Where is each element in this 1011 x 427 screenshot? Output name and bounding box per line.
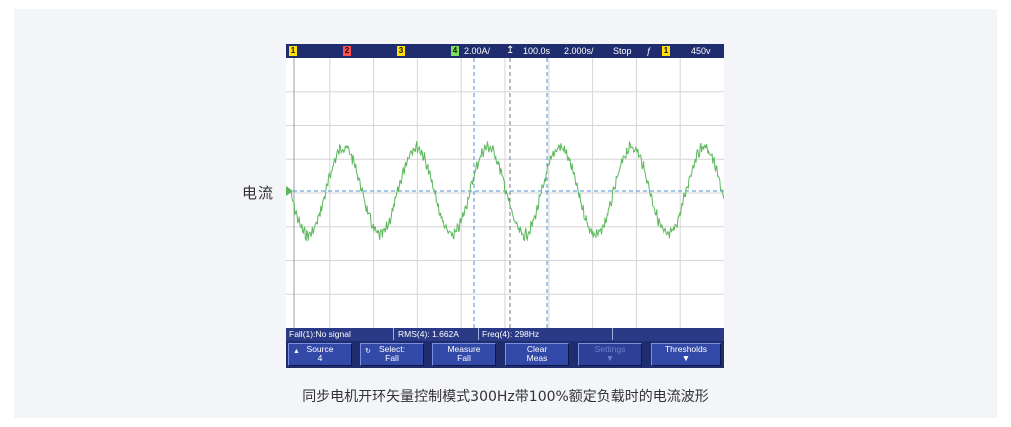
select-softkey[interactable]: ↻ Select: Fall	[360, 343, 424, 366]
measure-softkey-value: Fall	[457, 353, 471, 363]
thresholds-softkey-label: Thresholds	[664, 344, 708, 354]
channel-4-trace	[289, 141, 725, 242]
channel-2-indicator[interactable]: 2	[343, 46, 351, 56]
source-softkey[interactable]: ▲ Source 4	[288, 343, 352, 366]
settings-softkey-label: Settings	[594, 344, 626, 354]
trigger-marker-icon: ↥	[506, 45, 515, 56]
channel-4-indicator[interactable]: 4	[451, 46, 459, 56]
softkey-row: ▲ Source 4 ↻ Select: Fall Measure Fall C…	[286, 341, 724, 368]
channel-3-indicator[interactable]: 3	[397, 46, 405, 56]
up-arrow-icon: ▲	[293, 348, 300, 355]
ground-reference-marker	[286, 186, 293, 196]
select-softkey-value: Fall	[385, 353, 399, 363]
clear-meas-softkey[interactable]: Clear Meas	[505, 343, 569, 366]
measure-fall-softkey[interactable]: Measure Fall	[432, 343, 496, 366]
waveform-grid	[286, 58, 725, 328]
run-state: Stop	[613, 46, 632, 56]
grid-lines	[286, 58, 724, 328]
figure-caption: 同步电机开环矢量控制模式300Hz带100%额定负载时的电流波形	[302, 389, 709, 405]
delay-value: 100.0s	[523, 46, 551, 56]
freq-measurement: Freq(4): 298Hz	[482, 329, 540, 339]
thresholds-softkey[interactable]: Thresholds ▼	[651, 343, 721, 366]
down-arrow-icon: ▼	[681, 353, 691, 363]
trigger-edge-icon: ƒ	[646, 46, 652, 56]
entry-knob-icon: ↻	[365, 348, 371, 355]
settings-softkey: Settings ▼	[578, 343, 642, 366]
source-softkey-value: 4	[317, 353, 323, 363]
fall-measurement: Fall(1):No signal	[289, 329, 351, 339]
timebase-value: 2.000s/	[564, 46, 594, 56]
source-softkey-label: Source	[306, 344, 334, 354]
measurement-status-bar: Fall(1):No signal RMS(4): 1.662A Freq(4)…	[286, 328, 724, 341]
trigger-source: 1	[662, 46, 670, 56]
rms-measurement: RMS(4): 1.662A	[398, 329, 459, 339]
down-arrow-icon: ▼	[605, 353, 615, 363]
scope-top-bar: 1 2 3 4 2.00A/ ↥ 100.0s 2.000s/ Stop ƒ 1…	[286, 44, 724, 58]
measure-softkey-label: Measure	[447, 344, 481, 354]
ch4-scale: 2.00A/	[464, 46, 491, 56]
channel-1-indicator[interactable]: 1	[289, 46, 297, 56]
oscilloscope-screen: 1 2 3 4 2.00A/ ↥ 100.0s 2.000s/ Stop ƒ 1…	[286, 44, 725, 368]
current-label: 电流	[242, 184, 275, 202]
channel-4-ground-marker	[286, 186, 293, 196]
select-softkey-label: Select:	[379, 344, 405, 354]
waveform-display	[286, 58, 725, 328]
clear-softkey-label: Clear	[526, 344, 548, 354]
clear-softkey-value: Meas	[526, 353, 548, 363]
trigger-level: 450v	[691, 46, 711, 56]
